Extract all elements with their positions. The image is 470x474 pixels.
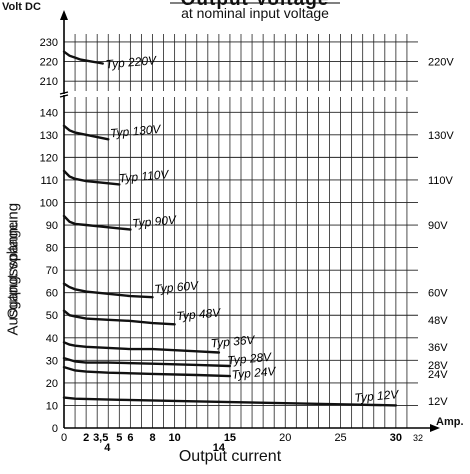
- right-voltage-label: 90V: [428, 220, 448, 232]
- y-tick-label: 10: [46, 400, 58, 412]
- y-tick-label: 220: [40, 57, 58, 69]
- right-voltage-label: 60V: [428, 288, 448, 300]
- series-label: Typ 36V: [210, 333, 256, 351]
- series-label: Typ 24V: [231, 364, 277, 382]
- y-tick-label: 80: [46, 243, 58, 255]
- y-tick-label: 30: [46, 355, 58, 367]
- series-line: [62, 124, 110, 141]
- series-label: Typ 90V: [132, 213, 178, 231]
- series-line: [62, 341, 221, 354]
- series-label: Typ 60V: [154, 278, 200, 296]
- series-line: [62, 396, 398, 407]
- series-label: Typ 110V: [118, 167, 170, 185]
- right-voltage-label: 48V: [428, 315, 448, 327]
- y-tick-label: 20: [46, 378, 58, 390]
- right-voltage-label: 36V: [428, 342, 448, 354]
- y-tick-label: 120: [40, 152, 58, 164]
- y-axis-label-overlay: Output voltage: [4, 221, 22, 320]
- y-tick-label: 100: [40, 197, 58, 209]
- chart-subtitle: at nominal input voltage: [181, 5, 329, 21]
- y-tick-label: 90: [46, 220, 58, 232]
- x-tick-label: 8: [149, 432, 155, 444]
- x-unit-label: Amp.: [436, 416, 464, 428]
- series-label: Typ 220V: [105, 53, 157, 71]
- axis-break-mark: [59, 91, 69, 95]
- series-label: Typ 48V: [176, 305, 222, 323]
- y-tick-label: 50: [46, 310, 58, 322]
- x-tick-label: 5: [116, 432, 122, 444]
- x-tick-label: 32: [413, 433, 423, 443]
- x-tick-label: 6: [127, 432, 133, 444]
- right-voltage-label: 28V: [428, 360, 448, 372]
- series-line: [62, 214, 132, 231]
- x-tick-label: 20: [279, 432, 291, 444]
- x-tick-label: 15: [224, 432, 236, 444]
- x-tick-label: 3,5: [93, 432, 108, 444]
- y-tick-label: 60: [46, 288, 58, 300]
- x-tick-label: 30: [390, 432, 402, 444]
- right-voltage-label: 12V: [428, 396, 448, 408]
- y-tick-label: 0: [52, 423, 58, 435]
- y-tick-label: 210: [40, 76, 58, 88]
- x-tick-label: 0: [61, 432, 67, 444]
- chart-title: Output Voltage: [130, 0, 380, 11]
- series-line: [62, 50, 104, 65]
- right-voltage-label: 130V: [428, 130, 454, 142]
- x-tick-label: 4: [104, 442, 111, 454]
- axis-break-mark: [59, 94, 69, 98]
- x-axis-label: Output current: [178, 448, 282, 465]
- right-voltage-label: 220V: [428, 57, 454, 69]
- y-tick-label: 230: [40, 37, 58, 49]
- y-tick-label: 110: [40, 175, 58, 187]
- y-unit-label: Volt DC: [2, 1, 41, 13]
- series-line: [62, 356, 232, 368]
- x-axis-arrow: [430, 424, 440, 432]
- right-voltage-label: 110V: [428, 175, 454, 187]
- x-tick-label: 10: [169, 432, 181, 444]
- series-line: [62, 309, 176, 326]
- series-line: [62, 365, 232, 378]
- right-voltage-label: 24V: [428, 369, 448, 381]
- series-label: Typ 130V: [110, 122, 162, 140]
- x-tick-label: 2: [83, 432, 89, 444]
- series-label: Typ 28V: [227, 350, 273, 368]
- series-line: [62, 169, 121, 186]
- x-tick-label: 14: [213, 442, 226, 454]
- y-axis-arrow: [60, 10, 68, 20]
- series-label: Typ 12V: [354, 387, 400, 405]
- y-tick-label: 130: [40, 130, 58, 142]
- y-tick-label: 40: [46, 333, 58, 345]
- x-tick-label: 25: [334, 432, 346, 444]
- series-line: [62, 282, 154, 299]
- y-tick-label: 140: [40, 107, 58, 119]
- y-tick-label: 70: [46, 265, 58, 277]
